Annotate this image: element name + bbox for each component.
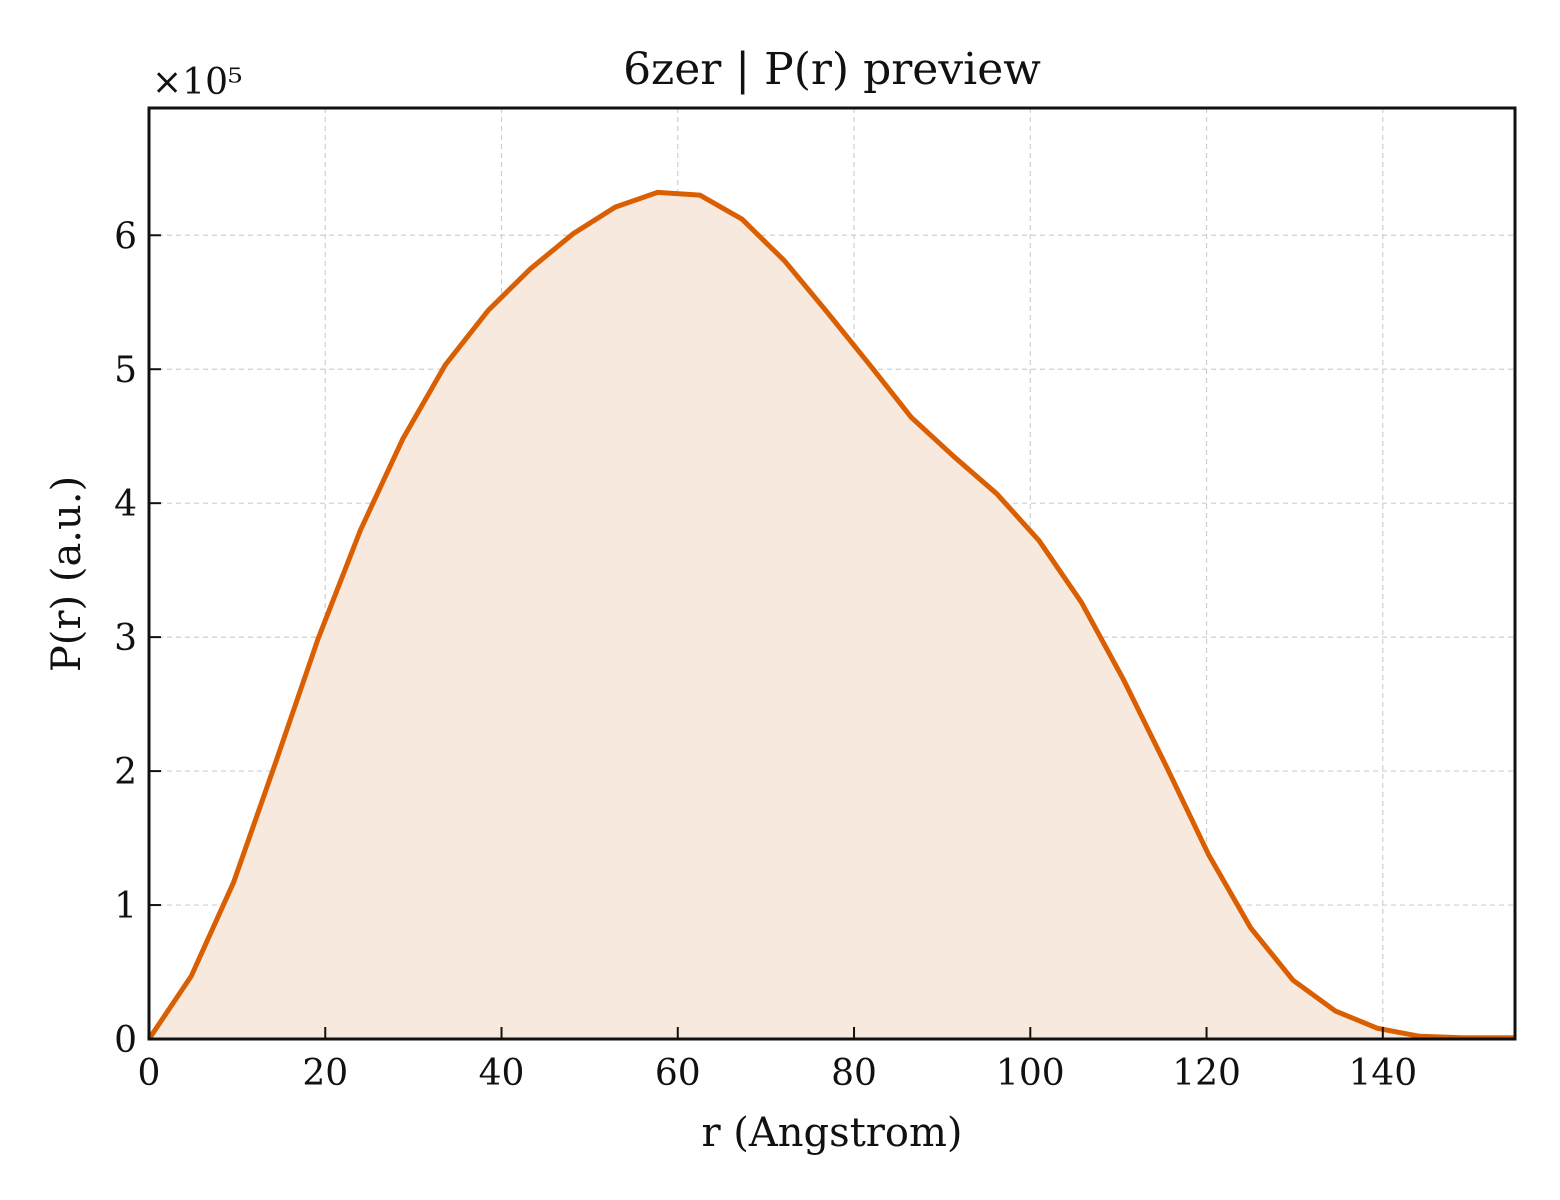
x-tick-label: 140 xyxy=(1348,1053,1417,1094)
x-tick-label: 20 xyxy=(302,1053,348,1094)
y-tick-label: 6 xyxy=(114,216,137,257)
x-axis-label: r (Angstrom) xyxy=(701,1110,962,1156)
y-tick-label: 0 xyxy=(114,1020,137,1061)
x-tick-label: 100 xyxy=(996,1053,1065,1094)
x-tick-label: 80 xyxy=(831,1053,877,1094)
series-line xyxy=(146,189,1515,1041)
series-area-fill xyxy=(149,192,1515,1039)
y-tick-label: 4 xyxy=(114,484,137,525)
y-tick-label: 1 xyxy=(114,886,137,927)
plot-frame xyxy=(147,106,1517,1041)
x-tick-label: 60 xyxy=(655,1053,701,1094)
y-tick-label: 2 xyxy=(114,752,137,793)
axis-ticks: 0 20 40 60 80 100 120 140 0 1 2 3 4 5 6 xyxy=(114,216,1417,1094)
x-tick-label: 40 xyxy=(479,1053,525,1094)
y-tick-label: 5 xyxy=(114,350,137,391)
chart-title: 6zer | P(r) preview xyxy=(623,44,1041,95)
x-tick-label: 120 xyxy=(1172,1053,1241,1094)
y-axis-label: P(r) (a.u.) xyxy=(44,476,90,672)
x-tick-label: 0 xyxy=(138,1053,161,1094)
y-multiplier-label: ×10⁵ xyxy=(152,62,242,103)
y-tick-label: 3 xyxy=(114,618,137,659)
